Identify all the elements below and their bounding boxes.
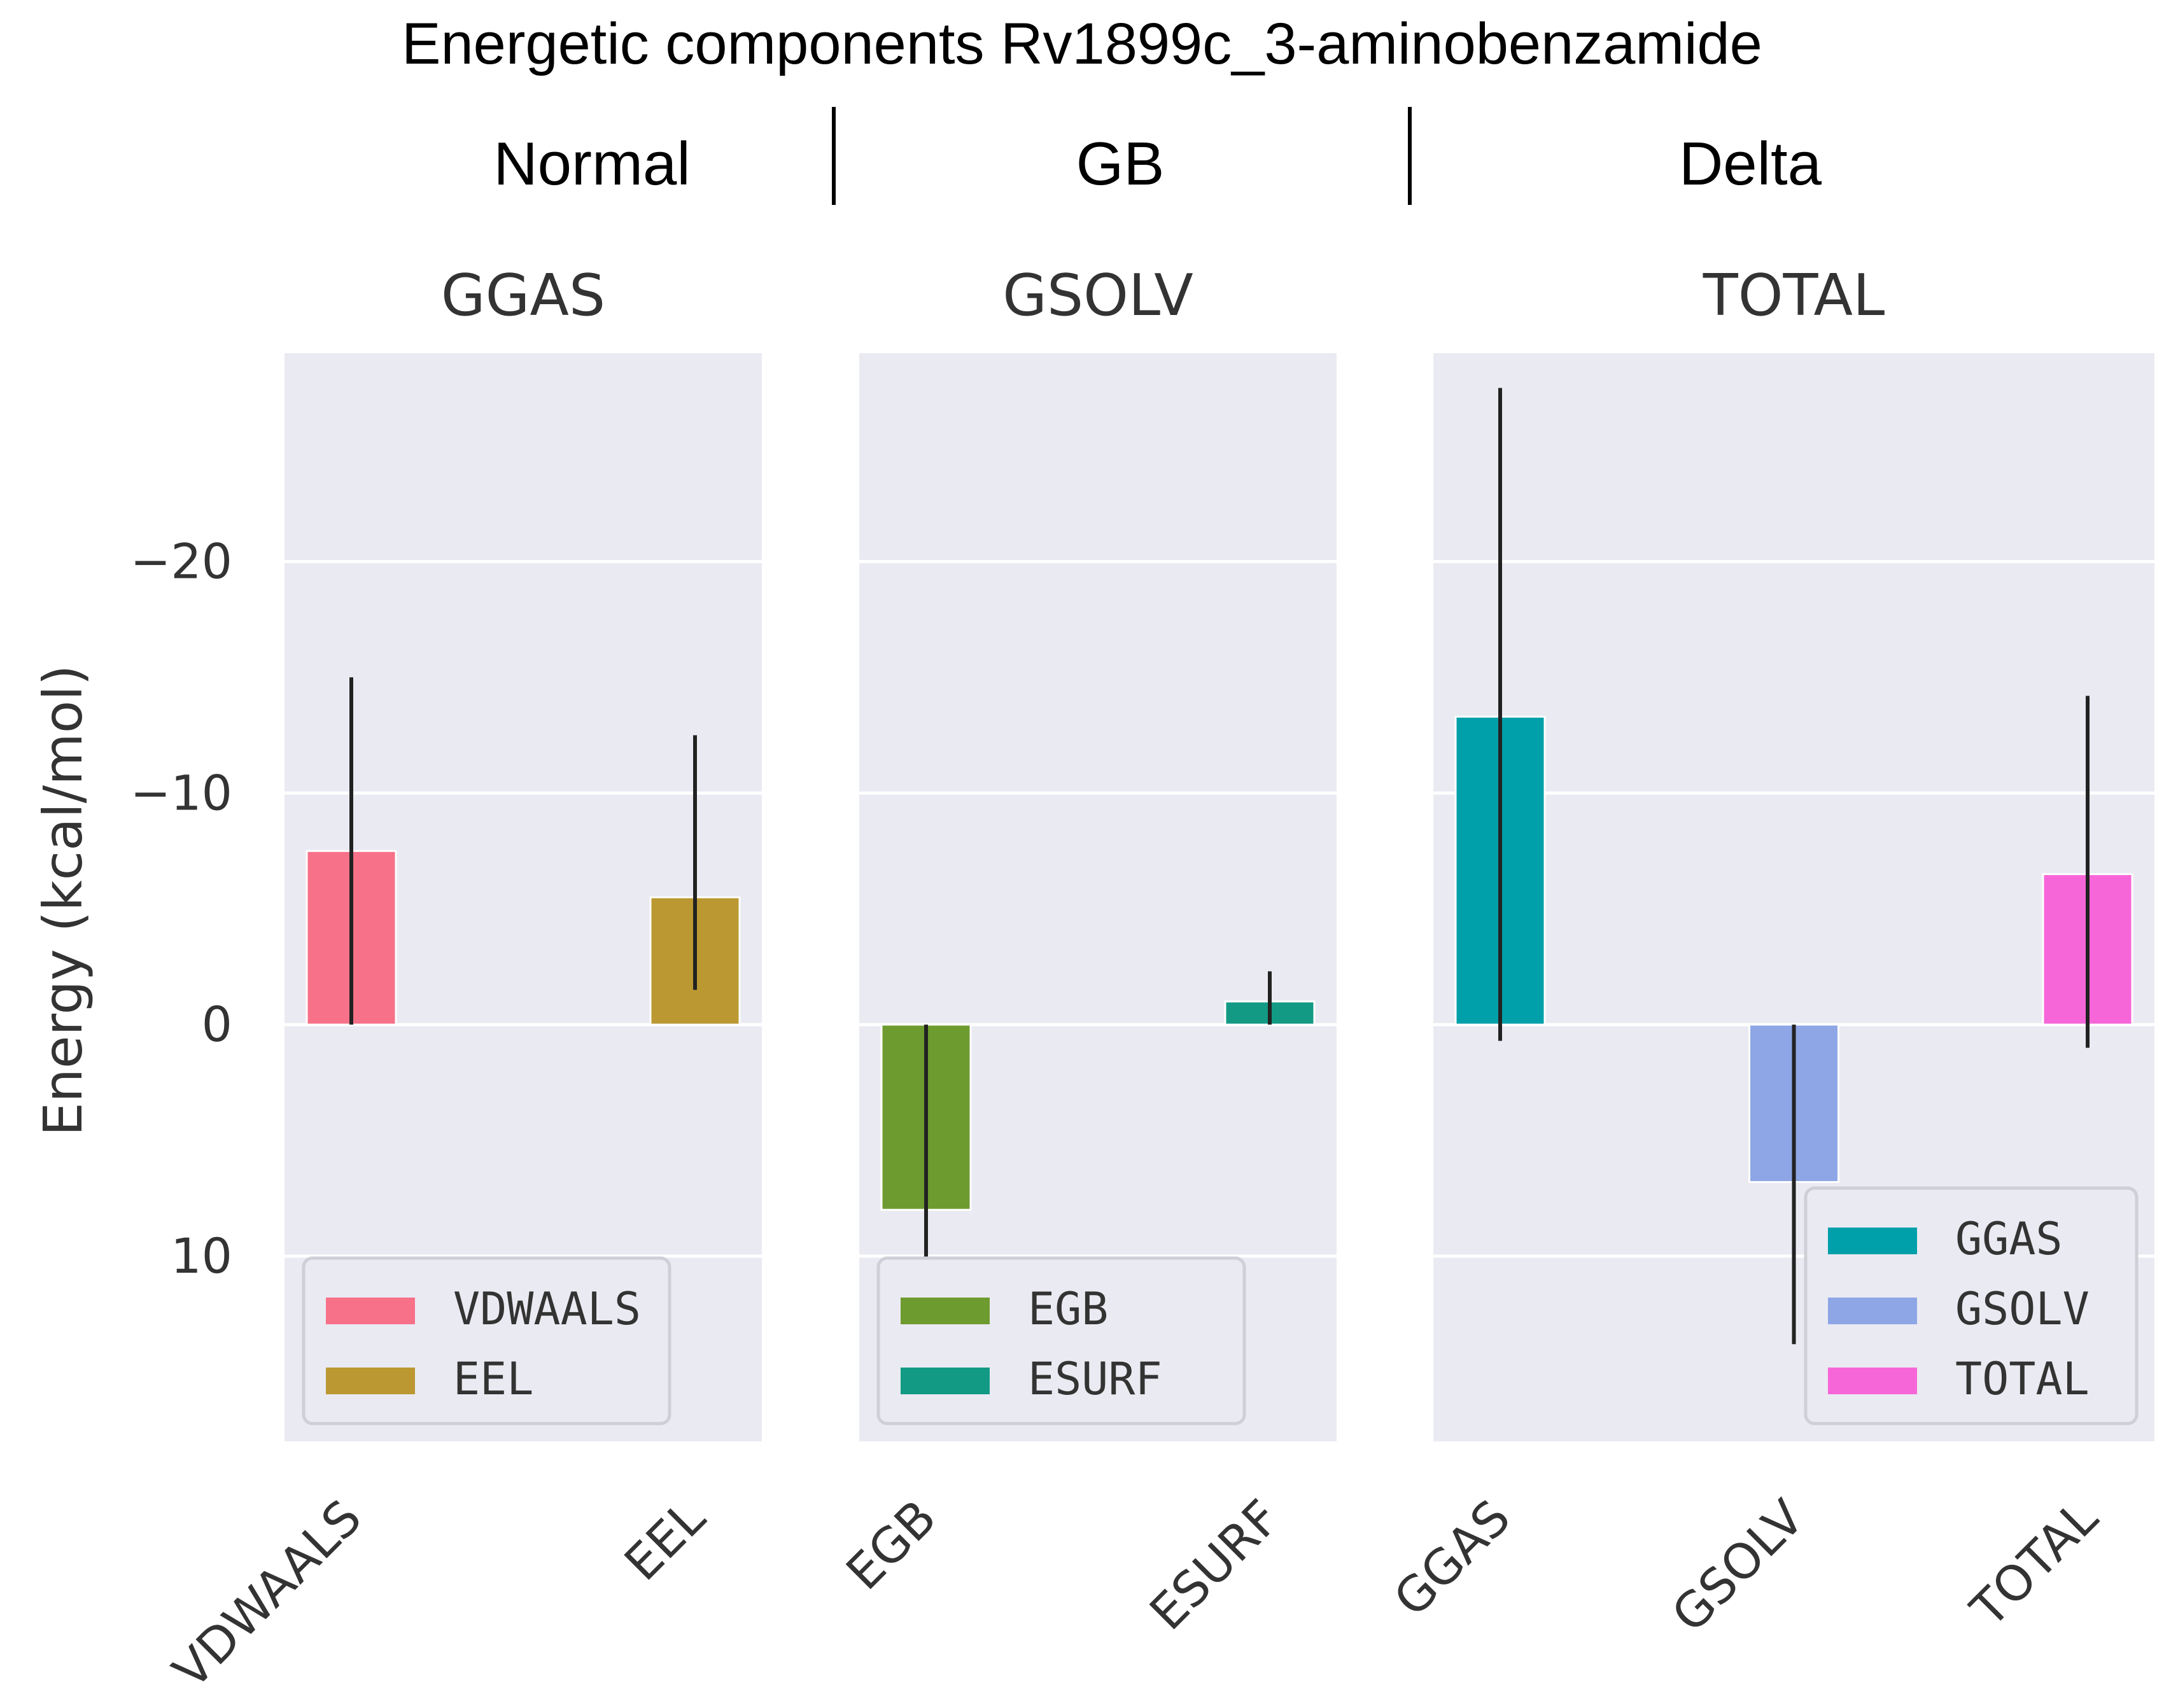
panel-gsolv: GSOLV EGB ESURF EGB ESURF — [835, 262, 1337, 1641]
legend-label: VDWAALS — [453, 1283, 641, 1335]
y-tick-label: −10 — [130, 764, 232, 821]
panel-title: GSOLV — [1002, 262, 1193, 329]
panel-title: TOTAL — [1703, 262, 1885, 329]
y-tick-label: −20 — [130, 533, 232, 589]
figure-title: Energetic components Rv1899c_3-aminobenz… — [402, 11, 1762, 76]
x-tick-label: GSOLV — [1661, 1489, 1815, 1643]
group-label-gb: GB — [1076, 130, 1165, 198]
legend-swatch — [901, 1298, 990, 1324]
legend-label: ESURF — [1028, 1353, 1162, 1405]
legend-label: GSOLV — [1955, 1283, 2090, 1335]
y-tick-label: 10 — [171, 1228, 232, 1284]
legend: EGB ESURF — [876, 1256, 1246, 1425]
y-axis-label: Energy (kcal/mol) — [32, 665, 94, 1137]
legend-swatch — [1828, 1228, 1917, 1254]
legend-swatch — [326, 1368, 415, 1394]
y-tick-label: 0 — [202, 996, 232, 1053]
x-tick-label: VDWAALS — [162, 1489, 372, 1699]
legend: VDWAALS EEL — [302, 1256, 671, 1425]
legend: GGAS GSOLV TOTAL — [1804, 1186, 2139, 1425]
x-tick-label: ESURF — [1139, 1489, 1291, 1641]
group-label-delta: Delta — [1679, 130, 1822, 198]
panel-total: TOTAL GGAS GSOLV TOTAL GGAS GSOLV TOTAL — [1383, 262, 2154, 1643]
group-label-normal: Normal — [493, 130, 690, 198]
chart-panels: −20 −10 0 10 GGAS VDWAALS EEL VDWAALS EEL GSOLV EG… — [130, 262, 2154, 1699]
legend-swatch — [1828, 1368, 1917, 1394]
legend-label: GGAS — [1955, 1213, 2063, 1265]
legend-swatch — [901, 1368, 990, 1394]
legend-label: EEL — [453, 1353, 533, 1405]
x-tick-label: TOTAL — [1960, 1489, 2109, 1638]
legend-label: EGB — [1028, 1283, 1108, 1335]
panel-title: GGAS — [441, 262, 605, 329]
x-tick-label: EGB — [835, 1489, 946, 1600]
legend-label: TOTAL — [1955, 1353, 2090, 1405]
x-tick-label: EEL — [614, 1489, 716, 1592]
legend-swatch — [326, 1298, 415, 1324]
x-tick-label: GGAS — [1383, 1489, 1521, 1627]
legend-swatch — [1828, 1298, 1917, 1324]
panel-ggas: GGAS VDWAALS EEL VDWAALS EEL — [162, 262, 762, 1699]
